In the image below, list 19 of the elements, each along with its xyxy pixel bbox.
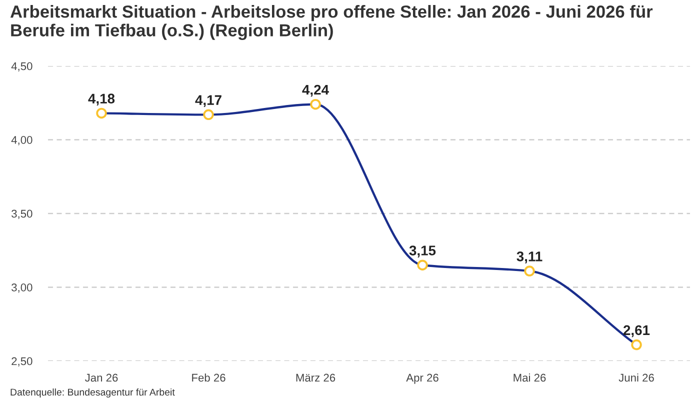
y-tick-label: 3,50 [12,210,32,219]
data-label: 4,24 [302,84,329,97]
data-label: 3,11 [516,252,542,264]
y-tick-label: 4,00 [11,136,32,146]
data-label: 3,15 [409,246,436,258]
y-tick-label: 3,00 [12,284,32,293]
text: Datenquelle: Bundesagentur für Arbeit [10,388,175,398]
data-label: 2,61 [623,325,650,338]
x-tick-label: Mai 26 [514,374,546,382]
x-tick-label: März 26 [296,374,336,382]
data-label: 4,18 [88,94,115,106]
chart-title: Arbeitsmarkt Situation - Arbeitslose pro offene Stelle: Jan 2026 - Juni 2026 für Berufe im Tiefbau (o.S.) (Region Berlin) [10,5,653,40]
x-tick-label: Apr 26 [406,374,438,384]
y-tick-label: 2,50 [12,357,32,366]
x-tick-label: Feb 26 [192,374,226,382]
x-tick-label: Juni 26 [618,374,654,382]
y-tick-label: 4,50 [11,62,32,72]
data-label: 4,17 [195,95,222,107]
x-tick-label: Jan 26 [84,374,118,382]
